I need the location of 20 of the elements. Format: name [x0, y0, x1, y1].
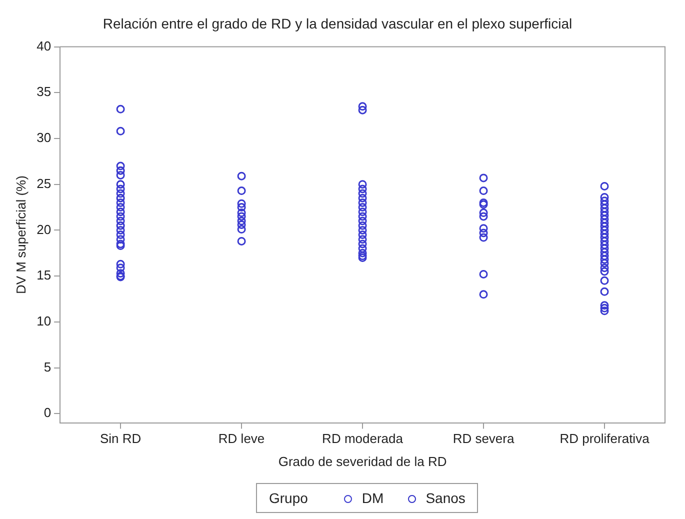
y-tick-label: 5	[44, 359, 52, 374]
legend-label: DM	[362, 490, 384, 506]
y-tick-label: 15	[36, 268, 52, 283]
x-tick-label: Sin RD	[100, 431, 142, 446]
legend-title: Grupo	[269, 490, 308, 506]
y-tick-label: 0	[44, 405, 52, 420]
y-tick-label: 25	[36, 176, 52, 191]
chart-title: Relación entre el grado de RD y la densidad vascular en el plexo superficial	[102, 15, 572, 32]
y-tick-label: 35	[36, 84, 52, 100]
y-tick-label: 40	[36, 38, 52, 54]
y-tick-label: 10	[36, 314, 52, 328]
x-tick-label: RD moderada	[322, 431, 404, 446]
y-axis-title: DV M superficial (%)	[13, 176, 28, 294]
y-tick-label: 30	[36, 130, 52, 146]
x-tick-label: RD severa	[452, 431, 515, 446]
y-tick-label: 20	[36, 222, 52, 237]
legend-label: Sanos	[426, 490, 466, 506]
x-tick-label: RD proliferativa	[560, 431, 650, 446]
x-axis-title: Grado de severidad de la RD	[278, 454, 447, 469]
x-tick-label: RD leve	[218, 431, 265, 446]
